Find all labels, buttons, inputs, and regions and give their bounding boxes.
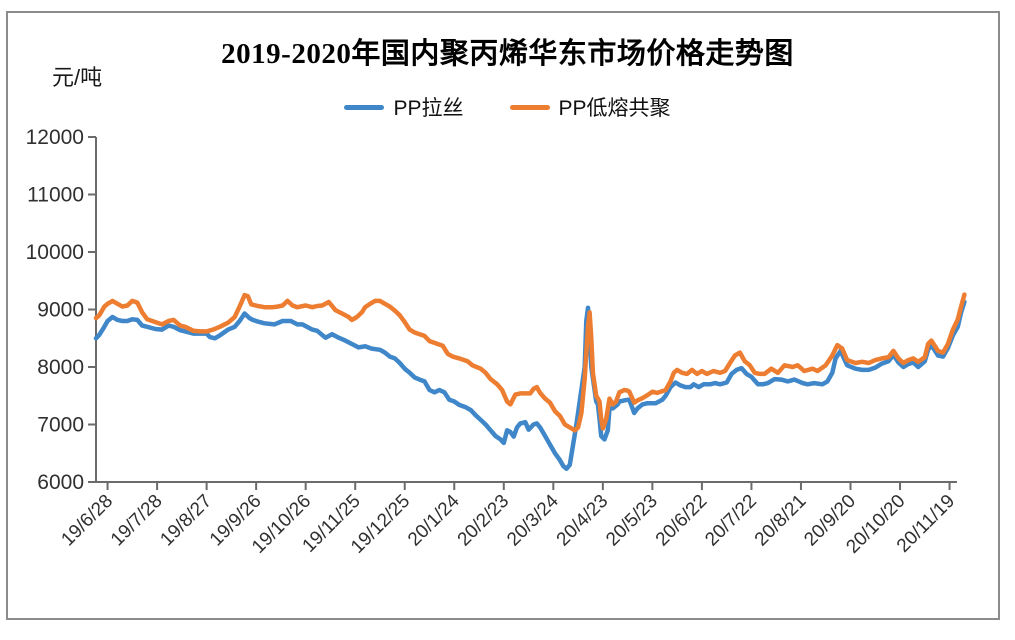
legend-label: PP低熔共聚 <box>558 97 671 120</box>
series-line-0 <box>93 299 967 472</box>
legend-label: PP拉丝 <box>393 97 464 120</box>
chart-title: 2019-2020年国内聚丙烯华东市场价格走势图 <box>221 38 794 70</box>
y-tick-label: 12000 <box>26 126 84 149</box>
legend-line-swatch-orange <box>509 104 550 110</box>
x-tick-label: 19/7/28 <box>107 491 167 551</box>
x-tick-label: 20/3/24 <box>503 490 563 550</box>
y-tick-label: 7000 <box>37 414 84 437</box>
legend-item-pp-lasi: PP拉丝 <box>344 92 464 122</box>
y-tick-label: 6000 <box>37 471 84 494</box>
x-tick-label: 20/1/24 <box>404 490 464 550</box>
y-axis-unit-label: 元/吨 <box>52 65 103 90</box>
x-tick-label: 19/8/27 <box>156 491 216 551</box>
x-tick-label: 20/8/21 <box>751 491 811 551</box>
x-tick-label: 19/6/28 <box>57 491 117 551</box>
series-line-1 <box>93 292 967 433</box>
x-tick-label: 20/4/23 <box>553 491 613 551</box>
y-tick-label: 11000 <box>27 184 84 207</box>
chart-frame <box>6 11 1000 620</box>
y-tick-label: 9000 <box>37 299 84 322</box>
x-tick-label: 20/6/22 <box>652 491 712 551</box>
x-tick-label: 20/2/23 <box>454 491 514 551</box>
x-tick-label: 20/5/23 <box>602 491 662 551</box>
y-tick-label: 8000 <box>37 356 84 379</box>
x-tick-label: 20/7/22 <box>701 491 761 551</box>
y-tick-label: 10000 <box>26 241 84 264</box>
legend-item-pp-dirong-gongju: PP低熔共聚 <box>509 92 671 122</box>
legend: PP拉丝 PP低熔共聚 <box>0 92 1015 122</box>
legend-line-swatch-blue <box>344 104 385 110</box>
